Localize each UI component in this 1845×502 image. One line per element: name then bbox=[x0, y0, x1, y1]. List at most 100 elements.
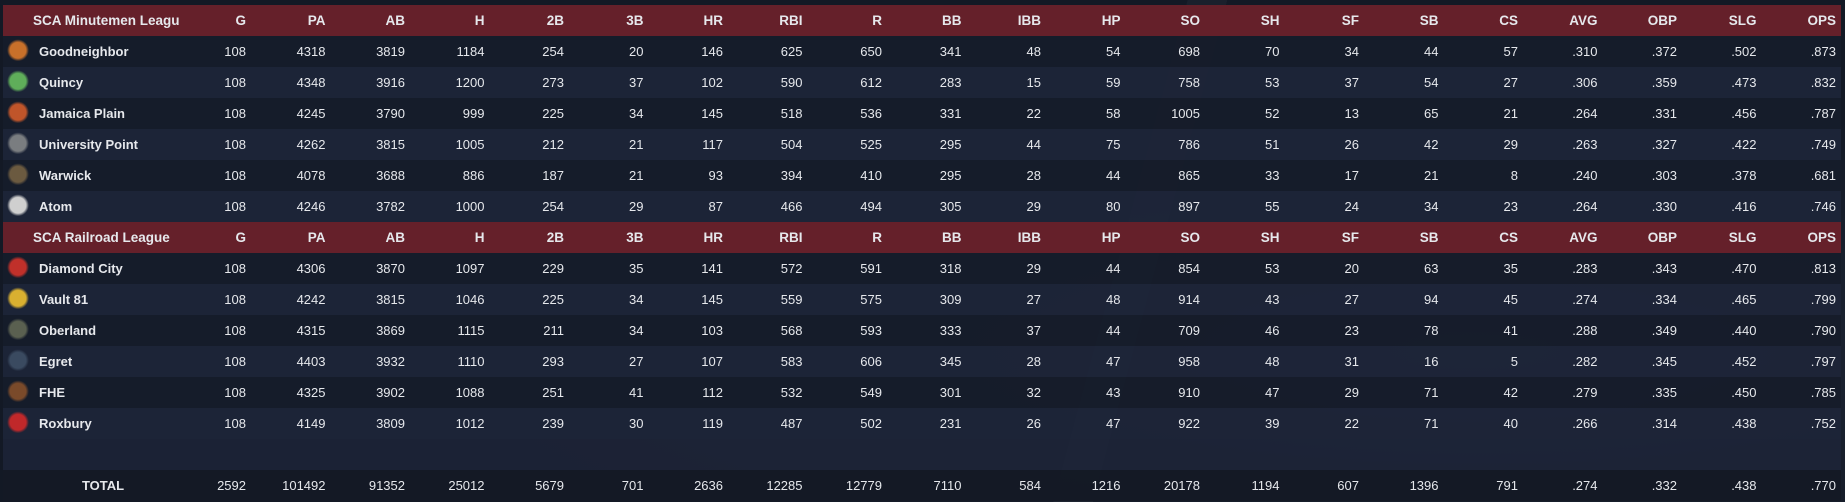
column-header-sf[interactable]: SF bbox=[1341, 230, 1359, 245]
column-header-sb[interactable]: SB bbox=[1419, 13, 1439, 28]
column-header-3b[interactable]: 3B bbox=[626, 13, 644, 28]
column-header-bb[interactable]: BB bbox=[942, 13, 962, 28]
stat-sb: 71 bbox=[1424, 385, 1439, 400]
stat-obp: .334 bbox=[1651, 292, 1677, 307]
column-header-avg[interactable]: AVG bbox=[1569, 230, 1598, 245]
column-header-bb[interactable]: BB bbox=[942, 230, 962, 245]
column-header-h[interactable]: H bbox=[474, 13, 485, 28]
stat-hr: 103 bbox=[701, 323, 723, 338]
column-header-ibb[interactable]: IBB bbox=[1017, 230, 1041, 245]
stat-obp: .331 bbox=[1651, 106, 1677, 121]
stat-sf: 34 bbox=[1344, 44, 1359, 59]
column-header-cs[interactable]: CS bbox=[1499, 230, 1518, 245]
team-name[interactable]: Quincy bbox=[39, 75, 84, 90]
stat-sh: 39 bbox=[1265, 416, 1280, 431]
stat-sf: 13 bbox=[1344, 106, 1359, 121]
column-header-g[interactable]: G bbox=[235, 13, 246, 28]
column-header-pa[interactable]: PA bbox=[307, 230, 326, 245]
column-header-rbi[interactable]: RBI bbox=[779, 230, 803, 245]
stat-ibb: 48 bbox=[1026, 44, 1041, 59]
team-row[interactable]: FHE 108 4325 3902 1088 251 41 112 532 549 301 32 43 9… bbox=[3, 377, 1841, 408]
column-header-sb[interactable]: SB bbox=[1419, 230, 1439, 245]
column-header-r[interactable]: R bbox=[872, 13, 882, 28]
column-header-ops[interactable]: OPS bbox=[1807, 230, 1836, 245]
column-header-hr[interactable]: HR bbox=[703, 230, 724, 245]
stat-rbi: 583 bbox=[780, 354, 803, 369]
team-name[interactable]: Atom bbox=[39, 199, 73, 214]
stat-cs: 41 bbox=[1503, 323, 1518, 338]
team-name[interactable]: Roxbury bbox=[39, 416, 92, 431]
stat-h: 1046 bbox=[455, 292, 485, 307]
team-row[interactable]: Vault 81 108 4242 3815 1046 225 34 145 559 575 309… bbox=[3, 284, 1841, 315]
team-name[interactable]: Warwick bbox=[39, 168, 92, 183]
column-header-r[interactable]: R bbox=[872, 230, 882, 245]
team-name[interactable]: Diamond City bbox=[39, 261, 123, 276]
team-name[interactable]: Vault 81 bbox=[39, 292, 89, 307]
league-header-row: SCA Railroad League G PA AB H 2B 3B HR RBI R BB IBB… bbox=[3, 222, 1841, 253]
team-row[interactable]: Goodneighbor 108 4318 3819 1184 254 20 146 625 65… bbox=[3, 36, 1841, 67]
stat-sb: 63 bbox=[1424, 261, 1439, 276]
column-header-ab[interactable]: AB bbox=[385, 230, 406, 245]
stat-ops: .785 bbox=[1810, 385, 1836, 400]
column-header-g[interactable]: G bbox=[235, 230, 246, 245]
column-header-2b[interactable]: 2B bbox=[546, 230, 564, 245]
team-name[interactable]: FHE bbox=[39, 385, 65, 400]
column-header-avg[interactable]: AVG bbox=[1569, 13, 1598, 28]
column-header-ab[interactable]: AB bbox=[385, 13, 406, 28]
column-header-sh[interactable]: SH bbox=[1260, 13, 1280, 28]
team-row[interactable]: University Point 108 4262 3815 1005 212 21 117 5… bbox=[3, 129, 1841, 160]
team-row[interactable]: Jamaica Plain 108 4245 3790 999 225 34 145 518 53… bbox=[3, 98, 1841, 129]
stat-sh: 52 bbox=[1265, 106, 1280, 121]
column-header-hp[interactable]: HP bbox=[1101, 13, 1121, 28]
column-header-slg[interactable]: SLG bbox=[1728, 13, 1757, 28]
stat-sb: 21 bbox=[1424, 168, 1439, 183]
column-header-hp[interactable]: HP bbox=[1101, 230, 1121, 245]
column-header-hr[interactable]: HR bbox=[703, 13, 724, 28]
stat-hp: 44 bbox=[1106, 261, 1121, 276]
column-header-so[interactable]: SO bbox=[1180, 230, 1200, 245]
stat-rbi: 590 bbox=[780, 75, 803, 90]
stat-sb: 44 bbox=[1424, 44, 1439, 59]
column-header-sf[interactable]: SF bbox=[1341, 13, 1359, 28]
team-name[interactable]: Egret bbox=[39, 354, 73, 369]
stat-r: 591 bbox=[860, 261, 882, 276]
team-row[interactable]: Egret 108 4403 3932 1110 293 27 107 583 606 345 28 4… bbox=[3, 346, 1841, 377]
column-header-h[interactable]: H bbox=[474, 230, 485, 245]
stat-r: 525 bbox=[860, 137, 882, 152]
total-row: TOTAL 2592 101492 91352 25012 5679 701 2636 1228… bbox=[3, 470, 1841, 501]
column-header-ops[interactable]: OPS bbox=[1807, 13, 1836, 28]
team-row[interactable]: Warwick 108 4078 3688 886 187 21 93 394 410 295 28 4… bbox=[3, 160, 1841, 191]
column-header-pa[interactable]: PA bbox=[307, 13, 326, 28]
team-row[interactable]: Oberland 108 4315 3869 1115 211 34 103 568 593 333… bbox=[3, 315, 1841, 346]
total-ibb: 584 bbox=[1019, 478, 1041, 493]
column-header-3b[interactable]: 3B bbox=[626, 230, 644, 245]
stat-avg: .279 bbox=[1572, 385, 1598, 400]
stat-rbi: 487 bbox=[780, 416, 803, 431]
stat-slg: .422 bbox=[1731, 137, 1757, 152]
goodneighbor-logo-icon bbox=[7, 39, 29, 64]
stat-hp: 80 bbox=[1106, 199, 1121, 214]
team-row[interactable]: Roxbury 108 4149 3809 1012 239 30 119 487 502 231 2… bbox=[3, 408, 1841, 439]
team-row[interactable]: Atom 108 4246 3782 1000 254 29 87 466 494 305 29 80 8… bbox=[3, 191, 1841, 222]
column-header-slg[interactable]: SLG bbox=[1728, 230, 1757, 245]
column-header-obp[interactable]: OBP bbox=[1647, 13, 1677, 28]
column-header-rbi[interactable]: RBI bbox=[779, 13, 803, 28]
column-header-so[interactable]: SO bbox=[1180, 13, 1200, 28]
team-name[interactable]: Oberland bbox=[39, 323, 97, 338]
team-row[interactable]: Diamond City 108 4306 3870 1097 229 35 141 572 59… bbox=[3, 253, 1841, 284]
column-header-2b[interactable]: 2B bbox=[546, 13, 564, 28]
team-name[interactable]: Goodneighbor bbox=[39, 44, 129, 59]
stat-pa: 4078 bbox=[296, 168, 326, 183]
stat-so: 958 bbox=[1178, 354, 1200, 369]
team-name[interactable]: Jamaica Plain bbox=[39, 106, 125, 121]
column-header-obp[interactable]: OBP bbox=[1647, 230, 1677, 245]
stat-cs: 21 bbox=[1503, 106, 1518, 121]
team-name[interactable]: University Point bbox=[39, 137, 138, 152]
column-header-cs[interactable]: CS bbox=[1499, 13, 1518, 28]
total-ab: 91352 bbox=[368, 478, 405, 493]
column-header-sh[interactable]: SH bbox=[1260, 230, 1280, 245]
stat-cs: 40 bbox=[1503, 416, 1518, 431]
stat-sb: 78 bbox=[1424, 323, 1439, 338]
column-header-ibb[interactable]: IBB bbox=[1017, 13, 1041, 28]
team-row[interactable]: Quincy 108 4348 3916 1200 273 37 102 590 612 283 15… bbox=[3, 67, 1841, 98]
